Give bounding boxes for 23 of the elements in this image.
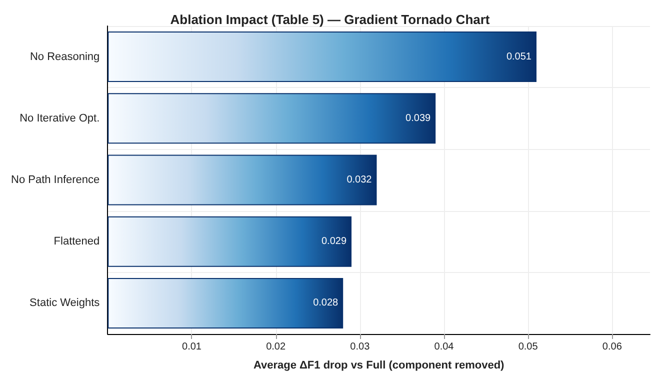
- bar: [108, 278, 344, 328]
- data-label: 0.051: [506, 51, 532, 62]
- data-label: 0.029: [321, 236, 347, 248]
- data-label: 0.028: [313, 298, 339, 309]
- bar: [108, 32, 536, 82]
- y-tick-label: Static Weights: [30, 297, 100, 310]
- y-tick-label: No Path Inference: [10, 174, 100, 186]
- bar: [108, 154, 377, 206]
- x-tick-label: 0.01: [182, 342, 202, 352]
- data-label: 0.039: [406, 112, 432, 124]
- y-tick-label: No Reasoning: [30, 50, 100, 63]
- x-axis-title: Average ΔF1 drop vs Full (component removed): [253, 360, 505, 372]
- chart-title: Ablation Impact (Table 5) — Gradient Tornado Chart: [170, 12, 490, 27]
- y-tick-label: Flattened: [54, 236, 100, 248]
- data-label: 0.032: [346, 174, 372, 186]
- y-tick-label: No Iterative Opt.: [20, 112, 100, 124]
- x-tick-label: 0.03: [350, 342, 370, 352]
- x-tick-label: 0.06: [602, 342, 622, 352]
- bar: [108, 216, 352, 267]
- x-tick-label: 0.05: [518, 342, 538, 352]
- x-tick-label: 0.02: [266, 342, 286, 352]
- x-tick-label: 0.04: [434, 342, 454, 352]
- bar: [108, 93, 436, 144]
